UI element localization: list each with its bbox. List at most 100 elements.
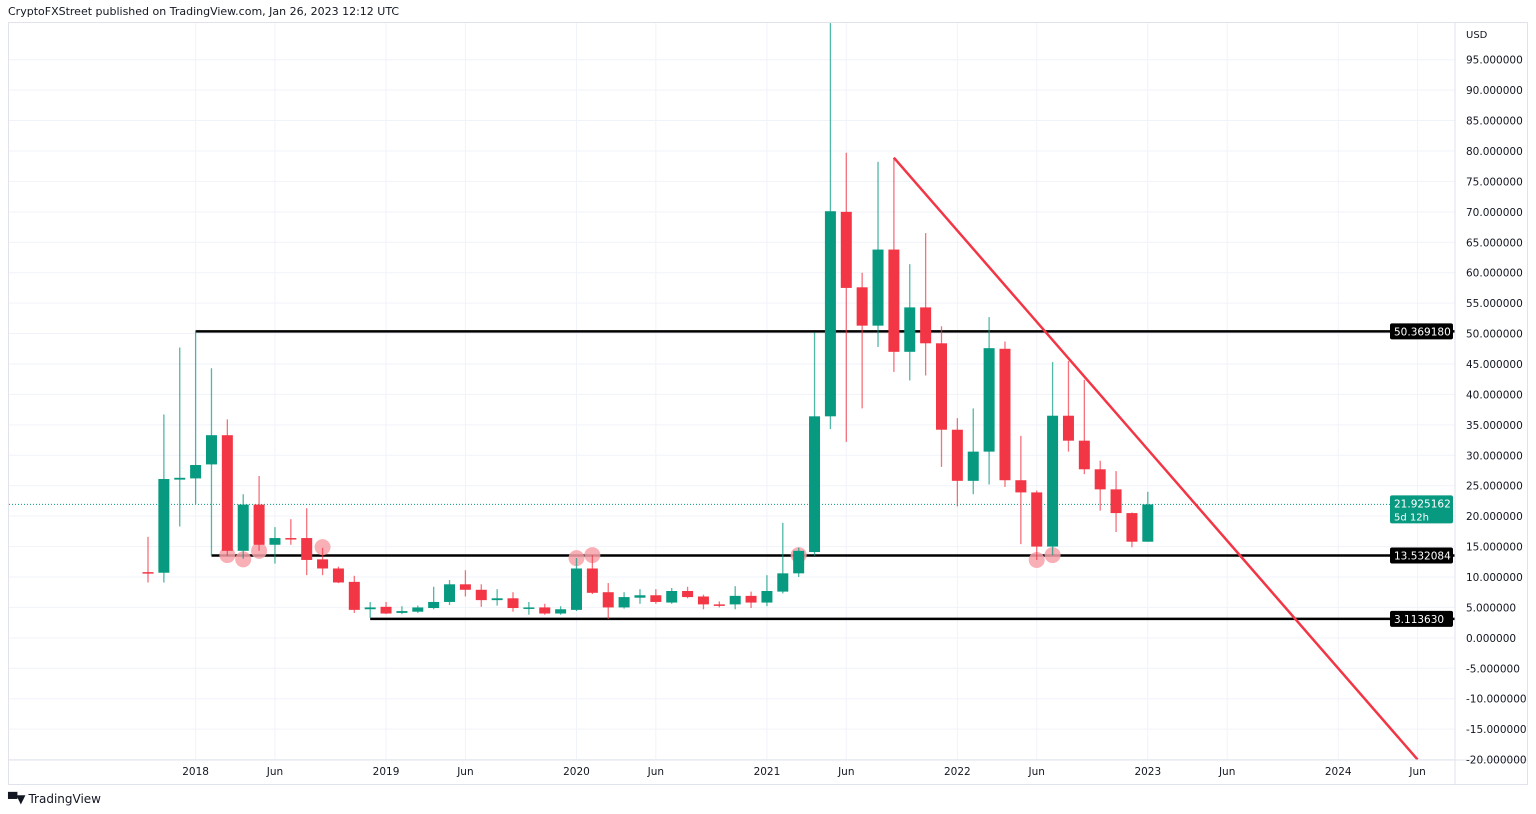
candle-2021-10 xyxy=(904,264,916,381)
time-tick-label: 2023 xyxy=(1134,766,1161,778)
price-tick-label: -10.000000 xyxy=(1466,694,1527,706)
candle-body xyxy=(269,538,281,545)
candle-2017-10 xyxy=(142,536,154,583)
candle-body xyxy=(475,589,487,601)
candle-2018-10 xyxy=(332,566,344,584)
candle-body xyxy=(666,590,678,603)
candle-body xyxy=(586,568,598,593)
candle-2020-03 xyxy=(602,583,614,619)
candle-body xyxy=(380,606,392,614)
candle-2021-06 xyxy=(840,152,852,442)
price-tick-label: 35.000000 xyxy=(1466,420,1523,432)
candle-body xyxy=(364,607,376,610)
candle-2020-10 xyxy=(713,601,725,608)
price-tick-label: 75.000000 xyxy=(1466,176,1523,188)
candle-body xyxy=(1062,415,1074,441)
level-price-badge xyxy=(1390,547,1453,564)
candle-body xyxy=(428,601,440,609)
candle-body xyxy=(618,597,630,608)
last-price-badge xyxy=(1390,495,1453,524)
candle-body xyxy=(856,287,868,326)
candle-body xyxy=(142,572,154,574)
time-tick-label: Jun xyxy=(837,766,854,778)
candle-2022-03 xyxy=(983,317,995,485)
price-tick-label: 65.000000 xyxy=(1466,237,1523,249)
candle-body xyxy=(697,596,709,605)
candle-body xyxy=(824,211,836,417)
candle-body xyxy=(745,595,757,603)
candle-2018-11 xyxy=(348,575,360,613)
candle-body xyxy=(539,607,551,614)
candle-body xyxy=(158,479,170,573)
price-tick-label: 10.000000 xyxy=(1466,572,1523,584)
candle-body xyxy=(301,538,313,560)
level-price-badge xyxy=(1390,323,1453,340)
price-tick-label: 70.000000 xyxy=(1466,207,1523,219)
candle-2018-12 xyxy=(364,601,376,618)
candle-2019-10 xyxy=(523,601,535,615)
candle-body xyxy=(1126,513,1138,542)
time-tick-label: Jun xyxy=(1218,766,1235,778)
low-marker xyxy=(235,551,252,568)
candle-2017-12 xyxy=(174,347,186,527)
candle-body xyxy=(1078,440,1090,470)
candle-2020-04 xyxy=(618,592,630,609)
price-tick-label: 95.000000 xyxy=(1466,55,1523,67)
time-tick-label: 2024 xyxy=(1325,766,1352,778)
price-tick-label: 15.000000 xyxy=(1466,542,1523,554)
candle-body xyxy=(650,595,662,602)
price-tick-label: 45.000000 xyxy=(1466,359,1523,371)
candle-2018-07 xyxy=(285,519,297,545)
candle-2019-09 xyxy=(507,592,519,612)
candle-2019-05 xyxy=(444,580,456,605)
tradingview-footer[interactable]: ▀▼ TradingView xyxy=(8,792,101,806)
candle-body xyxy=(491,598,503,601)
candle-body xyxy=(777,573,789,592)
candle-2021-05 xyxy=(824,23,836,430)
tradingview-logo-icon: ▀▼ xyxy=(8,792,25,806)
price-tick-label: 80.000000 xyxy=(1466,146,1523,158)
candle-2021-04 xyxy=(809,332,821,556)
chart-frame xyxy=(8,22,1528,785)
candle-2022-02 xyxy=(967,408,979,495)
candle-body xyxy=(332,568,344,583)
candle-2020-07 xyxy=(666,587,678,604)
candle-2018-01 xyxy=(190,331,202,504)
candle-body xyxy=(348,581,360,610)
price-tick-label: 0.000000 xyxy=(1466,633,1516,645)
candle-body xyxy=(237,504,249,551)
candle-body xyxy=(999,348,1011,481)
candle-2021-02 xyxy=(777,522,789,594)
candle-2021-01 xyxy=(761,575,773,607)
candle-2021-03 xyxy=(793,547,805,577)
candle-body xyxy=(1047,415,1059,547)
time-tick-label: 2022 xyxy=(944,766,971,778)
candle-body xyxy=(682,590,694,598)
last-price-label: 21.925162 xyxy=(1394,498,1451,510)
candle-body xyxy=(951,429,963,481)
candle-2022-04 xyxy=(999,341,1011,487)
candle-body xyxy=(190,465,202,479)
candle-body xyxy=(317,559,329,569)
time-tick-label: Jun xyxy=(647,766,664,778)
candle-body xyxy=(396,611,408,613)
candle-body xyxy=(1094,469,1106,490)
price-tick-label: -15.000000 xyxy=(1466,724,1527,736)
candle-body xyxy=(904,307,916,352)
candle-body xyxy=(412,607,424,612)
candle-body xyxy=(285,538,297,540)
time-tick-label: 2018 xyxy=(182,766,209,778)
candle-2018-04 xyxy=(237,494,249,559)
time-tick-label: 2020 xyxy=(563,766,590,778)
candle-body xyxy=(713,604,725,606)
candle-body xyxy=(936,343,947,430)
time-tick-label: 2021 xyxy=(754,766,781,778)
price-tick-label: 25.000000 xyxy=(1466,481,1523,493)
candle-2021-09 xyxy=(888,157,900,372)
candle-2022-01 xyxy=(951,418,963,507)
level-price-label: 13.532084 xyxy=(1394,551,1451,563)
candle-2019-01 xyxy=(380,601,392,615)
candle-2019-11 xyxy=(539,603,551,615)
low-marker xyxy=(314,539,331,556)
